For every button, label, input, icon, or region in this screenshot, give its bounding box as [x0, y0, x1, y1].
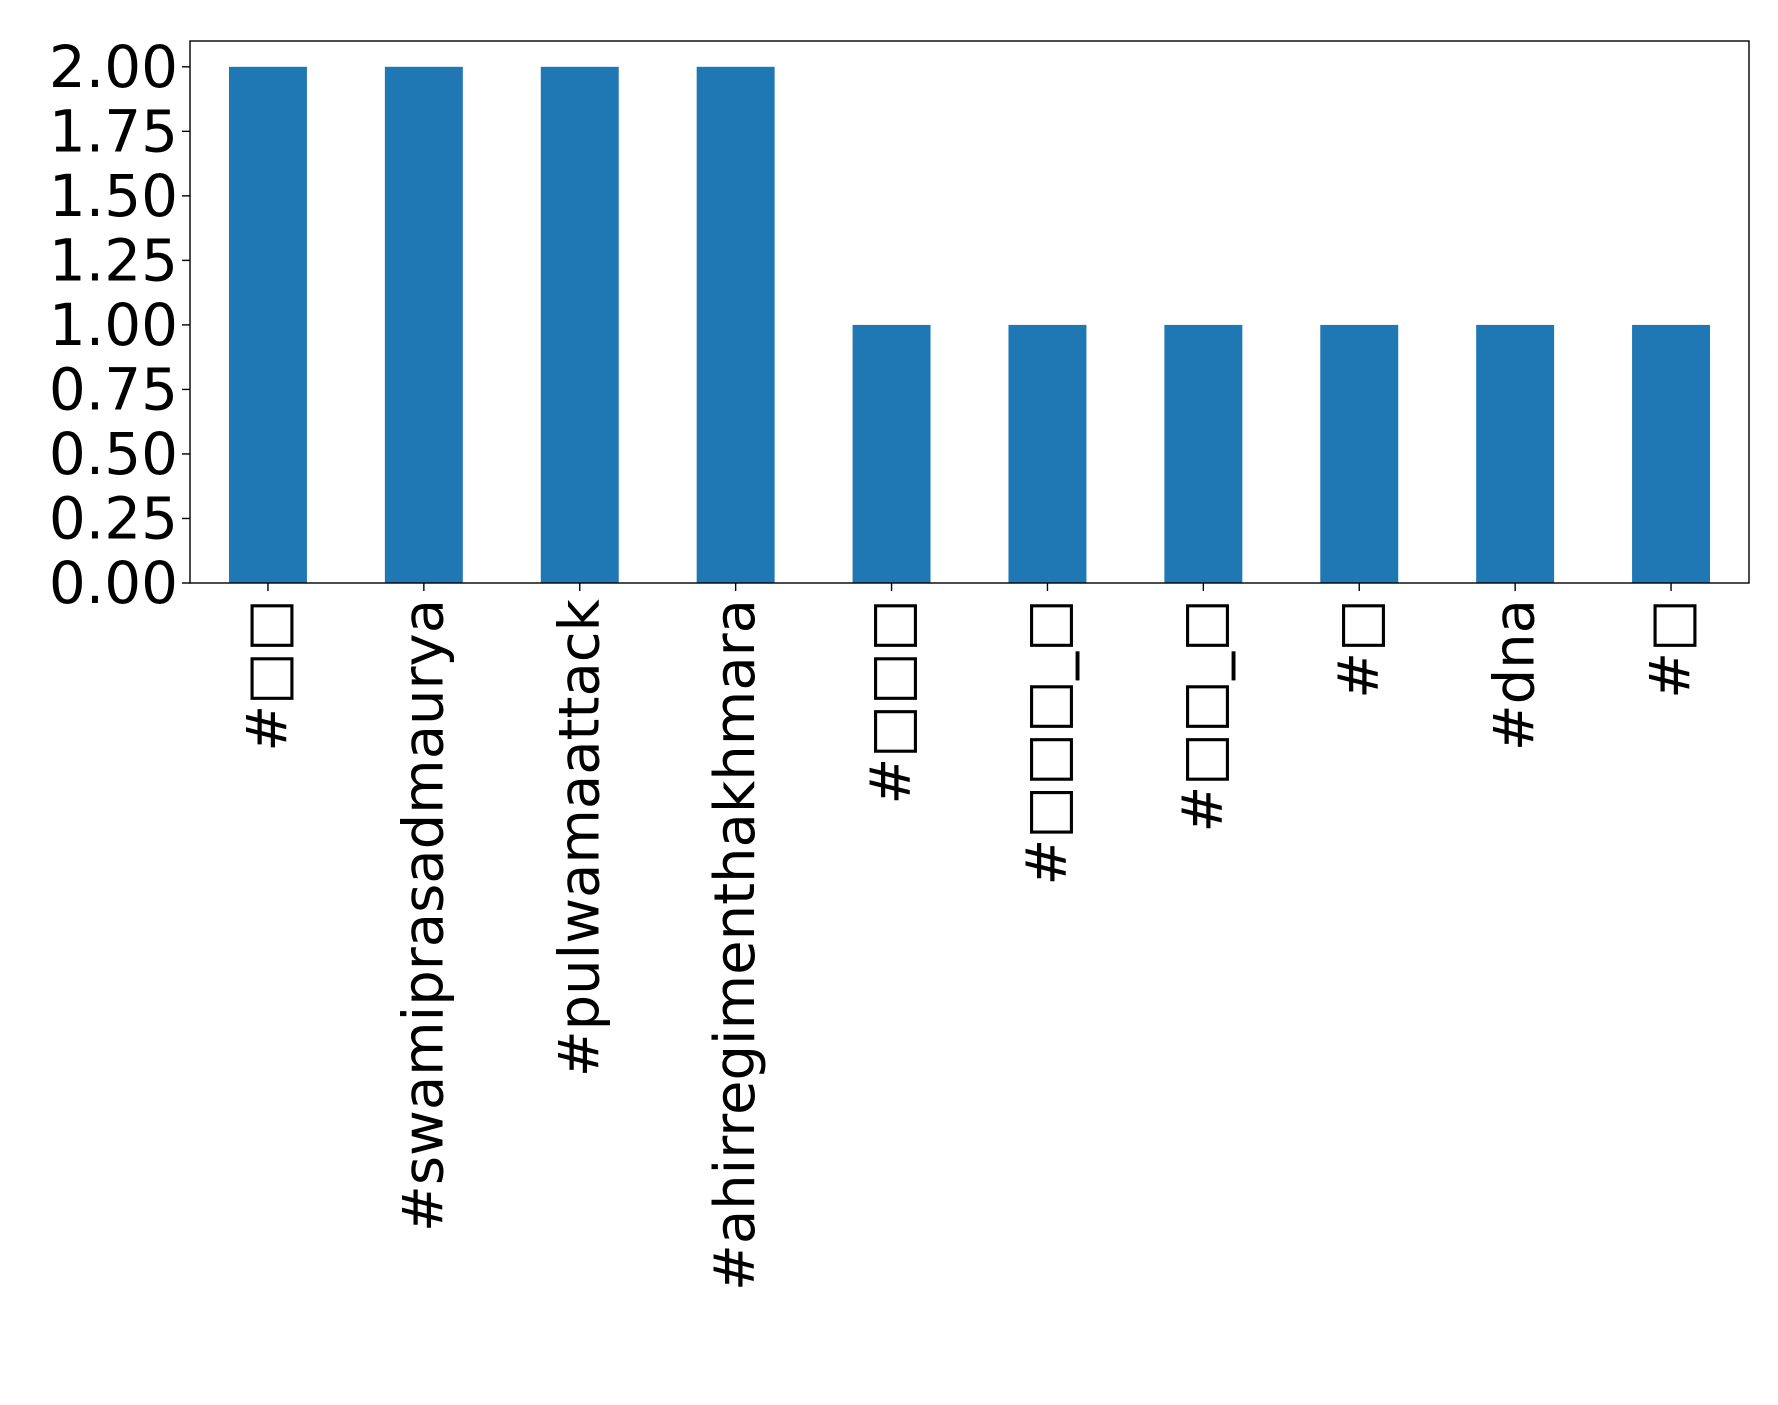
x-tick-label-3: #ahirregimenthakhmara: [703, 599, 768, 1291]
x-tick-label-2: #pulwamaattack: [547, 598, 612, 1077]
y-tick-label-3: 0.75: [49, 355, 178, 423]
x-tick-label-8: #dna: [1483, 599, 1548, 751]
bars-layer: [228, 66, 1711, 584]
y-tick-label-1: 0.25: [49, 484, 178, 552]
x-tick-label-9: #□: [1639, 599, 1704, 699]
bar-5: [1008, 324, 1087, 583]
bar-8: [1476, 324, 1555, 583]
bar-4: [852, 324, 931, 583]
bar-2: [540, 66, 619, 584]
bar-1: [384, 66, 463, 584]
y-tick-label-2: 0.50: [49, 420, 178, 488]
y-tick-label-4: 1.00: [49, 291, 178, 359]
y-tick-label-8: 2.00: [49, 33, 178, 101]
x-tick-label-6: #□□_□: [1171, 599, 1236, 833]
bar-7: [1320, 324, 1399, 583]
bar-9: [1632, 324, 1711, 583]
x-axis: #□□ #swamiprasadmaurya #pulwamaattack #ahir…: [235, 583, 1704, 1291]
x-tick-label-7: #□: [1327, 599, 1392, 699]
x-tick-label-4: #□□□: [859, 599, 924, 805]
bar-3: [696, 66, 775, 584]
bar-0: [228, 66, 307, 584]
x-tick-label-5: #□□□_□: [1015, 599, 1080, 886]
y-tick-label-6: 1.50: [49, 162, 178, 230]
bar-6: [1164, 324, 1243, 583]
y-tick-label-5: 1.25: [49, 226, 178, 294]
x-tick-label-0: #□□: [235, 599, 300, 752]
y-tick-label-7: 1.75: [49, 97, 178, 165]
y-tick-label-0: 0.00: [49, 549, 178, 617]
plot-frame: [189, 40, 1750, 584]
x-tick-label-1: #swamiprasadmaurya: [391, 599, 456, 1232]
y-axis: 0.000.250.500.751.001.251.501.752.00: [49, 33, 190, 617]
